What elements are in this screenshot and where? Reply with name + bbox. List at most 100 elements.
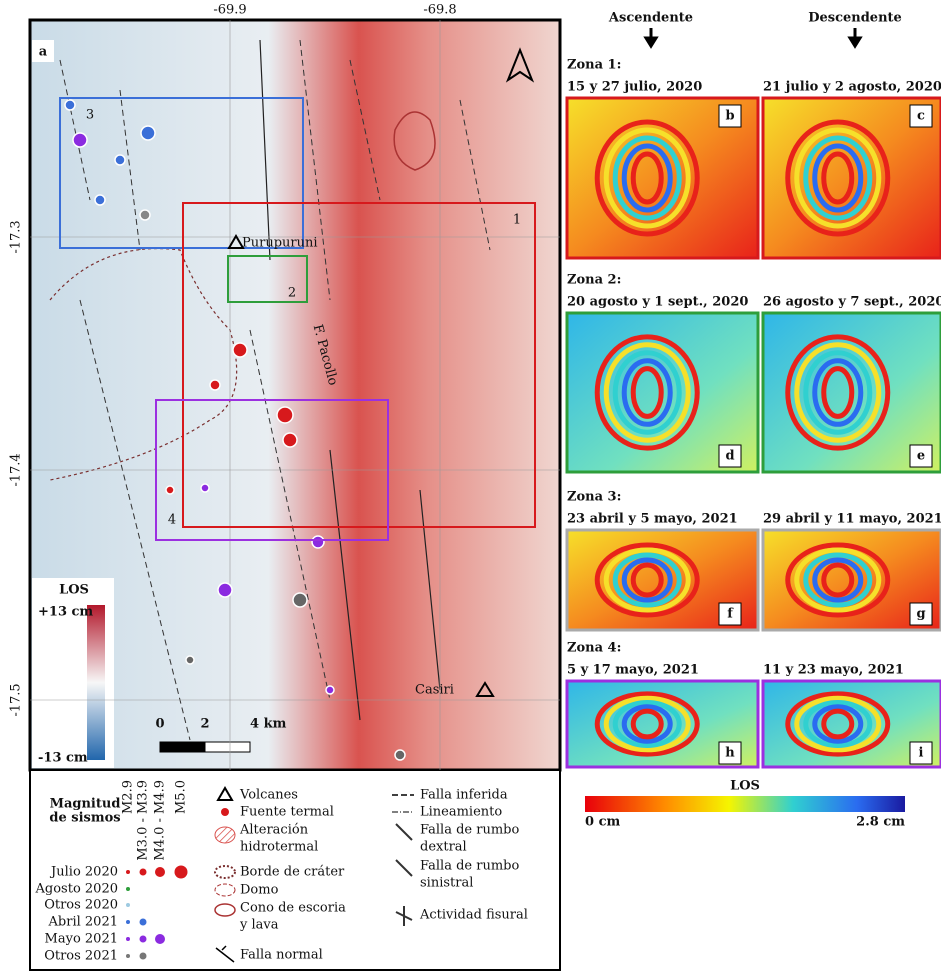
colorbar-label: 0 cm [585, 815, 620, 830]
earthquake [326, 686, 334, 694]
lon-tick: -69.8 [423, 3, 456, 18]
legend-dot [126, 903, 130, 907]
date-label: 23 abril y 5 mayo, 2021 [567, 512, 738, 527]
colorbar-label: +13 cm [38, 605, 93, 620]
panel-letter: b [725, 109, 734, 124]
colorbar-label: 2.8 cm [856, 815, 905, 830]
legend-item: Falla inferida [420, 788, 508, 803]
legend-row: Agosto 2020 [35, 882, 118, 897]
earthquake [201, 484, 209, 492]
earthquake [277, 407, 293, 423]
legend-row: Abril 2021 [48, 915, 118, 930]
legend-item: Fuente termal [240, 805, 334, 820]
zone-title: Zona 1: [567, 58, 621, 73]
earthquake [141, 126, 155, 140]
date-label: 21 julio y 2 agosto, 2020 [763, 80, 941, 95]
legend-row: Mayo 2021 [45, 932, 118, 947]
panel-letter: d [725, 449, 734, 464]
icon [221, 808, 229, 816]
legend-item: Actividad fisural [419, 908, 528, 923]
date-label: 11 y 23 mayo, 2021 [763, 663, 904, 678]
date-label: 5 y 17 mayo, 2021 [567, 663, 699, 678]
figure: -69.9-69.8-17.3-17.4-17.5a3124Purupuruni… [0, 0, 941, 973]
legend-dot [140, 953, 147, 960]
zone-label: 2 [288, 286, 296, 301]
panel-letter: g [916, 607, 925, 622]
panel-letter: i [919, 746, 924, 761]
place-label: Purupuruni [242, 236, 318, 251]
colorbar [87, 605, 105, 760]
scale-label: 4 km [250, 717, 287, 732]
legend-item: Domo [240, 883, 279, 898]
scale-bar [205, 742, 250, 752]
date-label: 26 agosto y 7 sept., 2020 [763, 295, 941, 310]
column-title: Ascendente [608, 11, 693, 26]
lon-tick: -69.9 [213, 3, 246, 18]
legend-item: Lineamiento [420, 805, 502, 820]
panel-letter: c [917, 109, 925, 124]
lat-tick: -17.5 [9, 683, 24, 716]
legend-row: Julio 2020 [49, 865, 118, 880]
legend-item: Falla normal [240, 948, 323, 963]
legend-dot [155, 934, 165, 944]
scale-label: 0 [155, 717, 164, 732]
legend-title: Magnitud [50, 797, 121, 812]
earthquake [210, 380, 220, 390]
legend-item: dextral [420, 840, 467, 855]
lat-tick: -17.4 [9, 453, 24, 486]
legend-dot [126, 937, 130, 941]
legend-dot [140, 919, 147, 926]
zone-title: Zona 4: [567, 641, 621, 656]
icon [215, 827, 235, 843]
earthquake [95, 195, 105, 205]
legend-dot [126, 870, 130, 874]
zone-title: Zona 3: [567, 490, 621, 505]
date-label: 29 abril y 11 mayo, 2021 [763, 512, 941, 527]
legend-column: M2.9 [121, 780, 136, 814]
earthquake [283, 433, 297, 447]
legend-dot [140, 936, 147, 943]
lat-tick: -17.3 [9, 220, 24, 253]
scale-label: 2 [200, 717, 209, 732]
panel-letter: e [917, 449, 925, 464]
zone-label: 1 [513, 213, 521, 228]
legend-dot [140, 869, 147, 876]
legend-item: y lava [239, 918, 279, 933]
legend-dot [126, 887, 130, 891]
earthquake [186, 656, 194, 664]
legend-dot [126, 954, 130, 958]
earthquake [218, 583, 232, 597]
arrows [646, 28, 860, 46]
date-label: 15 y 27 julio, 2020 [567, 80, 702, 95]
place-label: Casiri [415, 683, 454, 698]
legend-dot [175, 866, 188, 879]
legend-item: Falla de rumbo [420, 859, 519, 874]
scale-bar [160, 742, 205, 752]
legend-row: Otros 2021 [44, 949, 118, 964]
colorbar-title: LOS [59, 583, 89, 598]
legend-item: hidrotermal [240, 840, 318, 855]
earthquake [312, 536, 324, 548]
legend-column: M3.0 - M3.9 [136, 780, 151, 861]
earthquake [140, 210, 150, 220]
legend-row: Otros 2020 [44, 898, 118, 913]
legend-item: Borde de cráter [240, 865, 345, 880]
insar-colorbar [585, 796, 905, 812]
panel-letter: h [725, 746, 735, 761]
earthquake [233, 343, 247, 357]
legend-item: sinistral [420, 876, 473, 891]
zone-label: 3 [86, 108, 94, 123]
colorbar-label: -13 cm [38, 751, 88, 766]
legend-title: de sismos [49, 811, 120, 826]
legend-item: Falla de rumbo [420, 823, 519, 838]
legend-item: Cono de escoria [240, 901, 346, 916]
earthquake [166, 486, 174, 494]
legend-column: M4.0 - M4.9 [153, 780, 168, 861]
panel-letter: a [39, 45, 48, 60]
zone-title: Zona 2: [567, 273, 621, 288]
legend-item: Volcanes [239, 788, 298, 803]
date-label: 20 agosto y 1 sept., 2020 [567, 295, 748, 310]
earthquake [73, 133, 87, 147]
colorbar-title: LOS [730, 779, 760, 794]
earthquake [395, 750, 405, 760]
